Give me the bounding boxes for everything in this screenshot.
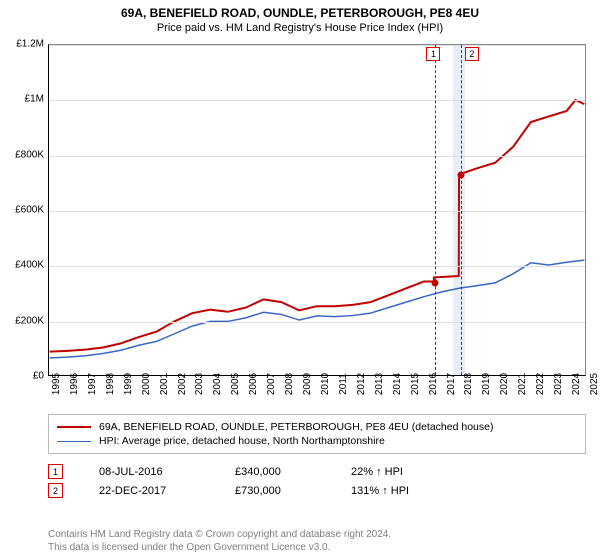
sale-date: 08-JUL-2016 [99,466,199,478]
x-axis-label: 2017 [446,373,457,395]
y-axis-label: £1.2M [16,39,44,50]
x-axis-label: 2020 [499,373,510,395]
x-axis-label: 2016 [428,373,439,395]
x-axis-label: 1995 [51,373,62,395]
plot-region: 12 [48,44,586,376]
sale-dot [457,172,464,179]
x-axis-label: 2012 [356,373,367,395]
x-axis-label: 2008 [284,373,295,395]
x-axis-label: 2019 [481,373,492,395]
x-axis-label: 2006 [248,373,259,395]
sale-delta: 22% ↑ HPI [351,466,403,478]
x-axis-label: 2005 [230,373,241,395]
footer-line-1: Contains HM Land Registry data © Crown c… [48,529,391,542]
gridline [49,266,585,267]
sale-delta: 131% ↑ HPI [351,485,409,497]
sale-id-box: 2 [48,483,63,498]
series-hpi [50,260,585,358]
x-axis-label: 1997 [87,373,98,395]
series-price_paid [50,100,585,352]
sale-price: £730,000 [235,485,315,497]
gridline [49,322,585,323]
x-axis-label: 2014 [392,373,403,395]
x-axis-label: 2013 [374,373,385,395]
x-axis-label: 2002 [177,373,188,395]
legend-swatch [57,441,91,442]
sale-marker: 2 [465,47,479,61]
x-axis-label: 2022 [535,373,546,395]
sale-date: 22-DEC-2017 [99,485,199,497]
x-axis-label: 1998 [105,373,116,395]
y-axis-label: £400K [15,260,44,271]
chart-subtitle: Price paid vs. HM Land Registry's House … [0,22,600,34]
legend-label: 69A, BENEFIELD ROAD, OUNDLE, PETERBOROUG… [99,421,493,433]
sale-id-box: 1 [48,464,63,479]
sale-price: £340,000 [235,466,315,478]
y-axis-label: £600K [15,205,44,216]
sales-table: 1 08-JUL-2016 £340,000 22% ↑ HPI 2 22-DEC-201… [48,460,409,502]
x-axis-label: 2007 [266,373,277,395]
sale-vline [461,45,462,375]
y-axis-label: £0 [33,371,44,382]
gridline [49,45,585,46]
x-axis-label: 2025 [589,373,600,395]
legend: 69A, BENEFIELD ROAD, OUNDLE, PETERBOROUG… [48,414,586,454]
legend-item: 69A, BENEFIELD ROAD, OUNDLE, PETERBOROUG… [57,421,577,433]
footer-line-2: This data is licensed under the Open Gov… [48,542,391,555]
legend-label: HPI: Average price, detached house, Nort… [99,435,385,447]
x-axis-label: 1996 [69,373,80,395]
x-axis-label: 2009 [302,373,313,395]
chart-area: 12 £0£200K£400K£600K£800K£1M£1.2M1995199… [48,44,586,404]
sale-marker: 1 [426,47,440,61]
x-axis-label: 2003 [194,373,205,395]
x-axis-label: 2004 [212,373,223,395]
x-axis-label: 2000 [141,373,152,395]
chart-titles: 69A, BENEFIELD ROAD, OUNDLE, PETERBOROUG… [0,0,600,34]
sale-dot [432,279,439,286]
page: 69A, BENEFIELD ROAD, OUNDLE, PETERBOROUG… [0,0,600,560]
legend-swatch [57,426,91,428]
sale-vline [435,45,436,375]
gridline [49,100,585,101]
sale-row: 1 08-JUL-2016 £340,000 22% ↑ HPI [48,464,409,479]
legend-item: HPI: Average price, detached house, Nort… [57,435,577,447]
y-axis-label: £800K [15,149,44,160]
gridline [49,156,585,157]
gridline [49,211,585,212]
footer: Contains HM Land Registry data © Crown c… [48,529,391,554]
x-axis-label: 2001 [159,373,170,395]
x-axis-label: 2011 [338,373,349,395]
x-axis-label: 2018 [463,373,474,395]
x-axis-label: 2024 [571,373,582,395]
x-axis-label: 2021 [517,373,528,395]
x-axis-label: 1999 [123,373,134,395]
sale-row: 2 22-DEC-2017 £730,000 131% ↑ HPI [48,483,409,498]
x-axis-label: 2015 [410,373,421,395]
x-axis-label: 2023 [553,373,564,395]
y-axis-label: £1M [25,94,44,105]
x-axis-label: 2010 [320,373,331,395]
y-axis-label: £200K [15,315,44,326]
chart-title: 69A, BENEFIELD ROAD, OUNDLE, PETERBOROUG… [0,6,600,20]
chart-lines [49,45,585,375]
